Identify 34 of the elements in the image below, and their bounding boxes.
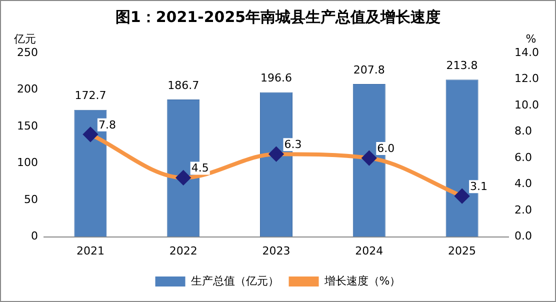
x-tick-label: 2022 [169,244,198,258]
y-tick-label: 250 [16,46,38,59]
x-tick-label: 2025 [448,244,476,258]
data-label: 172.7 [74,89,106,102]
data-label: 7.8 [98,118,116,132]
x-tick-label: 2024 [355,244,384,258]
y2-tick-label: 0.0 [514,230,532,243]
x-tick-label: 2021 [76,244,104,258]
data-label: 6.0 [377,142,395,155]
y-tick-label: 100 [16,156,38,170]
y2-tick-label: 4.0 [514,177,532,190]
y2-tick-label: 6.0 [514,150,532,164]
y2-tick-label: 14.0 [514,46,540,59]
y-tick-label: 50 [24,192,38,206]
data-label: 213.8 [446,58,478,72]
y2-axis-title: % [526,32,536,46]
y-tick-label: 200 [16,82,38,96]
x-tick-label: 2023 [262,244,290,258]
y-axis-title: 亿元 [13,32,36,46]
y2-tick-label: 2.0 [514,203,532,216]
legend-label: 生产总值（亿元） [190,274,279,288]
chart-title: 图1：2021-2025年南城县生产总值及增长速度 [115,8,441,26]
data-label: 6.3 [284,138,302,151]
y-tick-label: 0 [30,230,38,243]
y-tick-label: 150 [16,119,38,132]
data-label: 207.8 [353,63,385,76]
y2-tick-label: 12.0 [514,72,540,86]
y2-tick-label: 10.0 [514,98,540,112]
data-label: 196.6 [260,72,292,85]
y2-tick-label: 8.0 [514,124,532,138]
data-label: 186.7 [168,78,200,92]
data-label: 3.1 [470,180,488,193]
data-label: 4.5 [191,162,209,175]
legend-label: 增长速度（%） [323,274,401,288]
